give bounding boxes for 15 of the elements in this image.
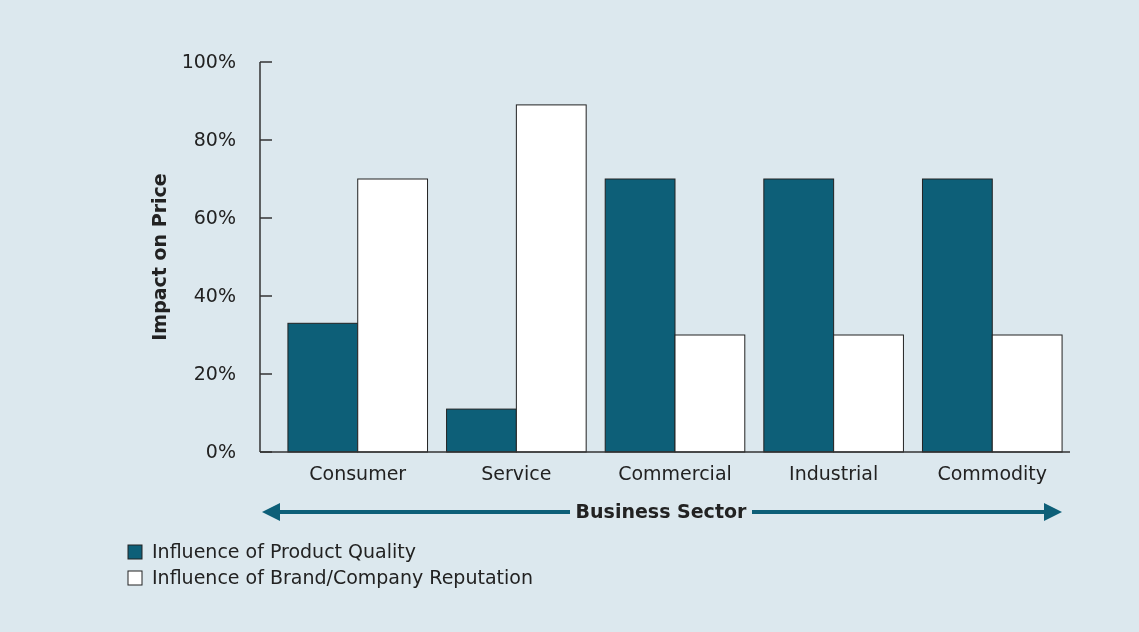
y-tick-label: 20% <box>193 361 236 384</box>
x-tick-label: Commercial <box>618 462 732 484</box>
legend-label: Influence of Brand/Company Reputation <box>152 565 533 588</box>
x-tick-label: Commodity <box>937 462 1048 484</box>
y-tick-label: 0% <box>205 439 236 462</box>
x-tick-label: Industrial <box>789 462 879 484</box>
x-tick-label: Service <box>481 462 552 484</box>
y-tick-label: 60% <box>193 205 236 228</box>
y-tick-label: 40% <box>193 283 236 306</box>
y-tick-label: 100% <box>181 49 236 72</box>
x-axis-title: Business Sector <box>575 499 748 522</box>
y-tick-label: 80% <box>193 127 236 150</box>
legend-label: Influence of Product Quality <box>152 539 416 562</box>
x-tick-label: Consumer <box>309 462 407 484</box>
y-axis-title: Impact on Price <box>147 173 170 341</box>
